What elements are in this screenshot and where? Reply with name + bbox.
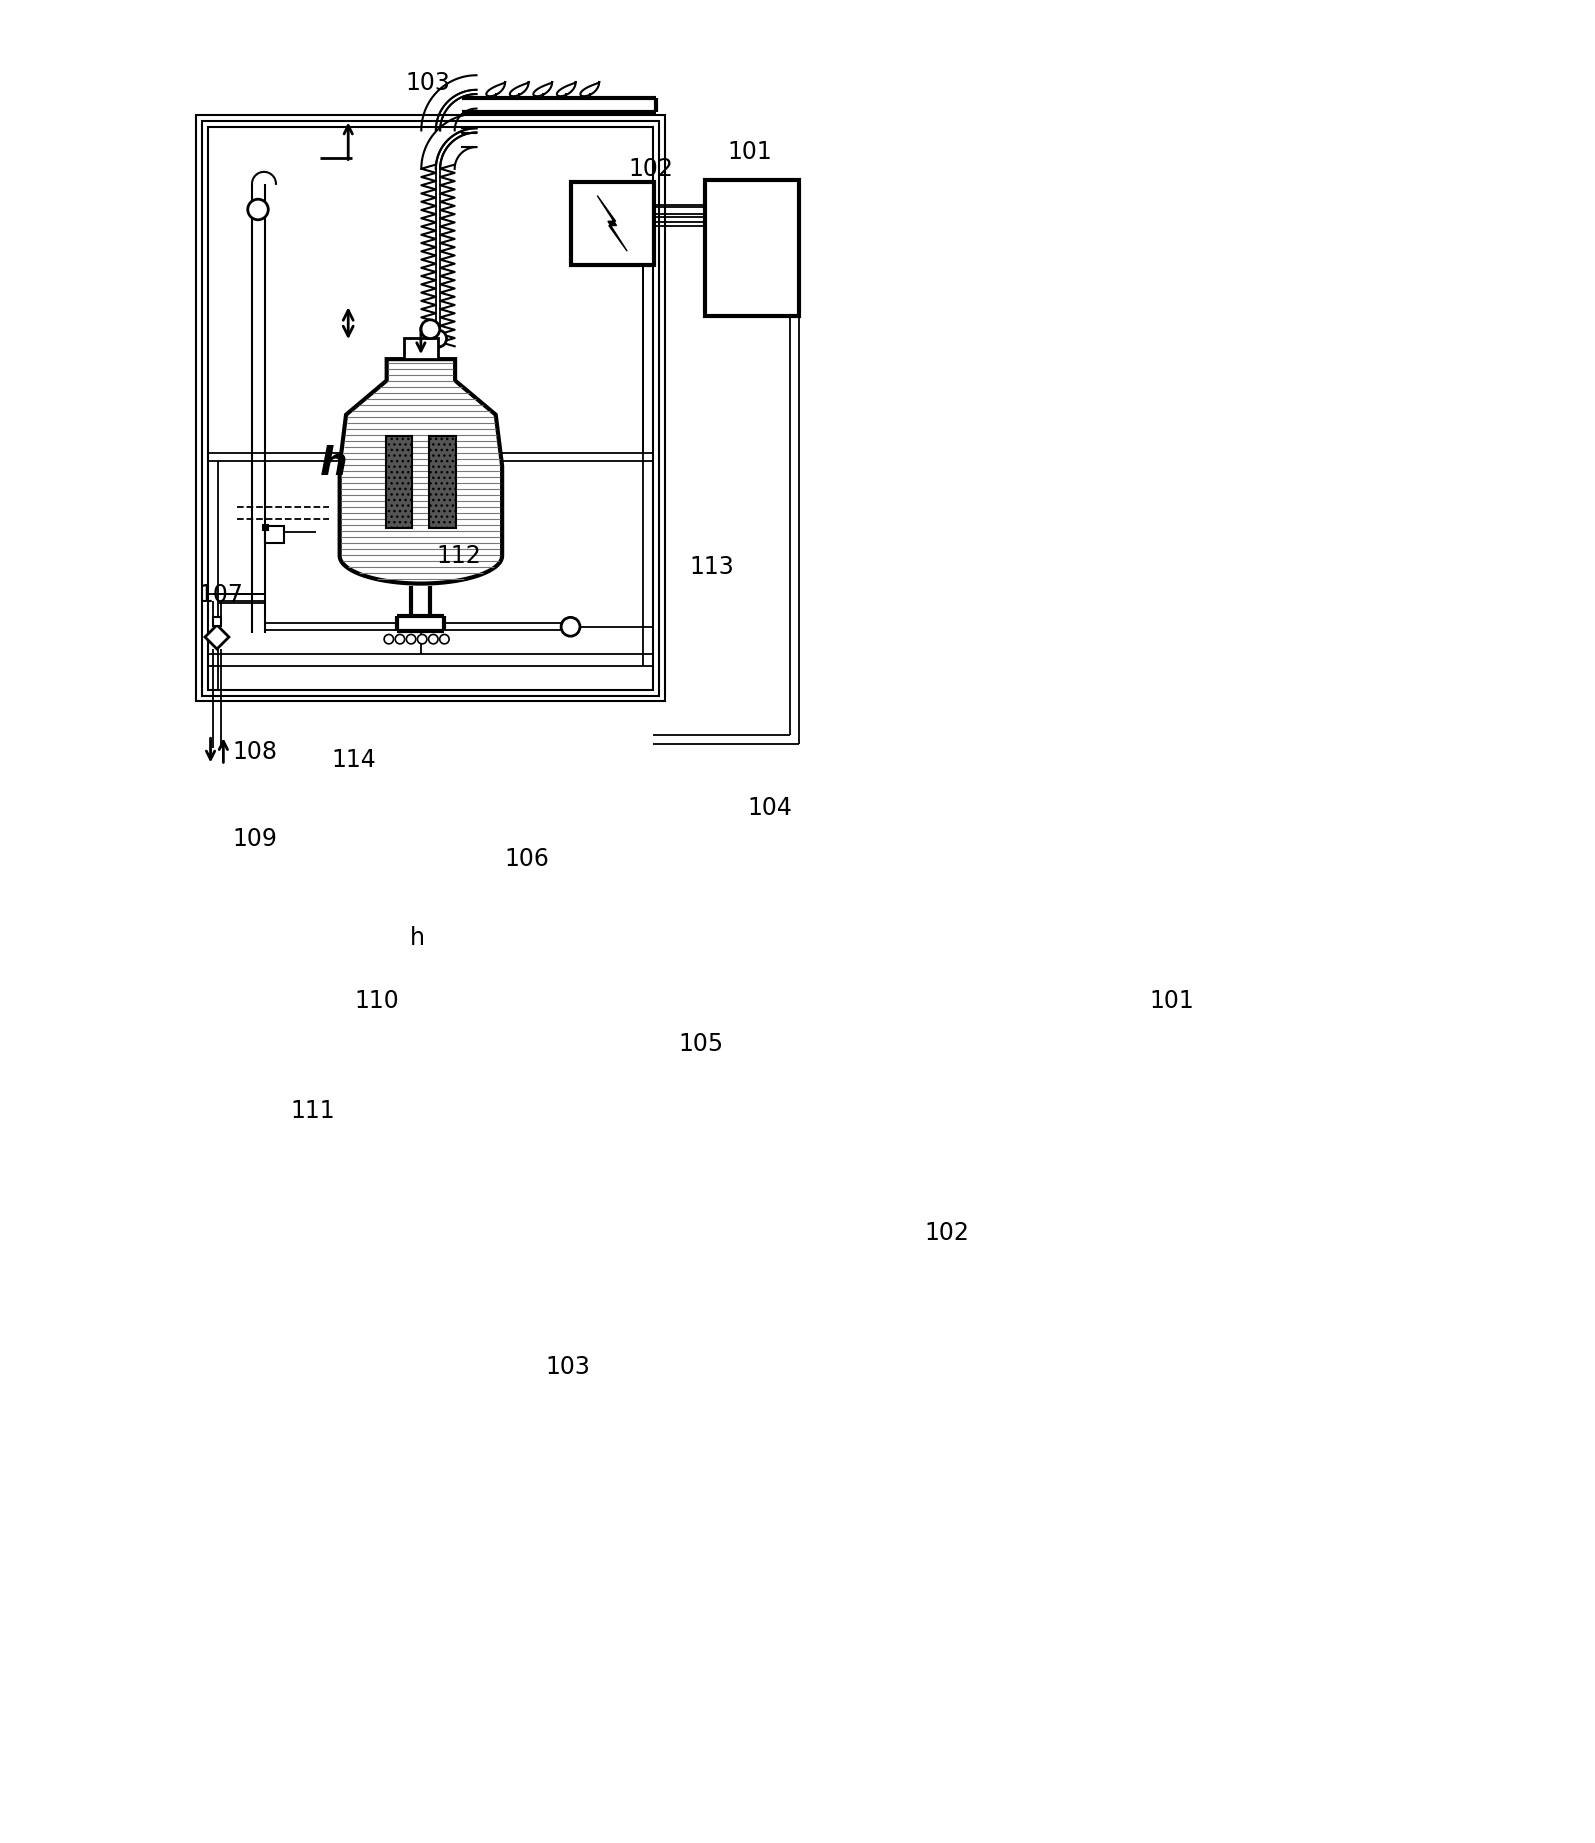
Bar bbox=[571, 182, 654, 265]
Bar bbox=[207, 127, 654, 689]
Bar bbox=[263, 525, 268, 531]
Text: 107: 107 bbox=[198, 582, 242, 606]
Circle shape bbox=[421, 321, 440, 339]
Bar bbox=[212, 617, 222, 627]
Polygon shape bbox=[486, 83, 506, 96]
Text: 105: 105 bbox=[679, 1032, 724, 1056]
Bar bbox=[265, 525, 284, 544]
Text: 101: 101 bbox=[727, 140, 772, 164]
Bar bbox=[404, 337, 439, 359]
Text: h: h bbox=[410, 925, 424, 949]
Circle shape bbox=[247, 199, 268, 219]
Text: 101: 101 bbox=[1150, 988, 1195, 1012]
Circle shape bbox=[429, 330, 447, 346]
Bar bbox=[429, 437, 456, 527]
Circle shape bbox=[384, 634, 394, 643]
Bar bbox=[386, 437, 413, 527]
Polygon shape bbox=[597, 195, 627, 251]
Polygon shape bbox=[557, 83, 576, 96]
Circle shape bbox=[396, 634, 405, 643]
Text: 109: 109 bbox=[233, 828, 278, 851]
Text: 104: 104 bbox=[746, 796, 791, 820]
Text: 103: 103 bbox=[407, 72, 451, 96]
Text: 110: 110 bbox=[354, 988, 400, 1012]
Text: 113: 113 bbox=[689, 555, 734, 579]
Polygon shape bbox=[340, 359, 502, 584]
Circle shape bbox=[561, 617, 581, 636]
Text: 111: 111 bbox=[290, 1098, 335, 1122]
Text: 102: 102 bbox=[924, 1222, 970, 1246]
Circle shape bbox=[418, 634, 427, 643]
Polygon shape bbox=[206, 625, 230, 649]
Bar bbox=[203, 122, 659, 695]
Polygon shape bbox=[581, 83, 600, 96]
Circle shape bbox=[429, 634, 439, 643]
Text: h: h bbox=[319, 444, 348, 483]
Text: 102: 102 bbox=[628, 157, 673, 181]
Circle shape bbox=[440, 634, 450, 643]
Text: 114: 114 bbox=[332, 748, 376, 772]
Bar bbox=[705, 179, 799, 317]
Polygon shape bbox=[510, 83, 528, 96]
Polygon shape bbox=[533, 83, 552, 96]
Text: 108: 108 bbox=[233, 741, 278, 765]
Text: 103: 103 bbox=[545, 1355, 590, 1379]
Text: 106: 106 bbox=[506, 848, 550, 872]
Bar bbox=[196, 116, 665, 700]
Text: 112: 112 bbox=[437, 544, 482, 568]
Circle shape bbox=[407, 634, 416, 643]
